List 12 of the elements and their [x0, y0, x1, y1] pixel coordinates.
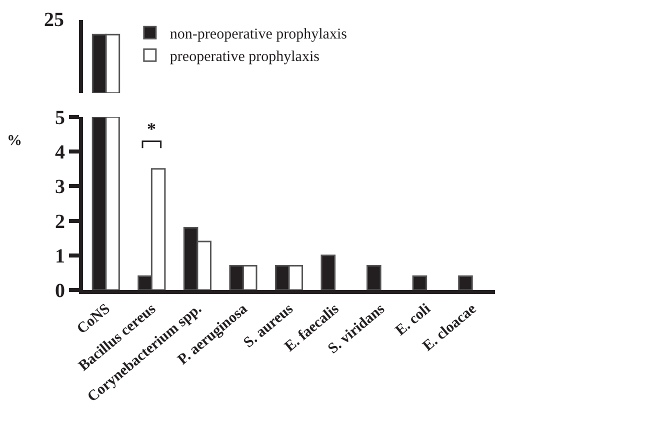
annotation: * [147, 119, 156, 139]
legend-label: non-preoperative prophylaxis [170, 26, 348, 42]
y-tick-label: 0 [55, 280, 65, 302]
x-tick-label: E. coli [392, 301, 434, 340]
y-tick-label: 2 [55, 210, 65, 233]
y-tick-label: 4 [55, 142, 65, 164]
y-axis-title: % [7, 133, 22, 149]
y-tick-label: 3 [55, 176, 65, 198]
y-tick-label: 1 [55, 245, 65, 268]
legend-label: preoperative prophylaxis [170, 48, 320, 65]
y-tick-label: 5 [55, 107, 65, 129]
text: 25 [44, 9, 64, 31]
